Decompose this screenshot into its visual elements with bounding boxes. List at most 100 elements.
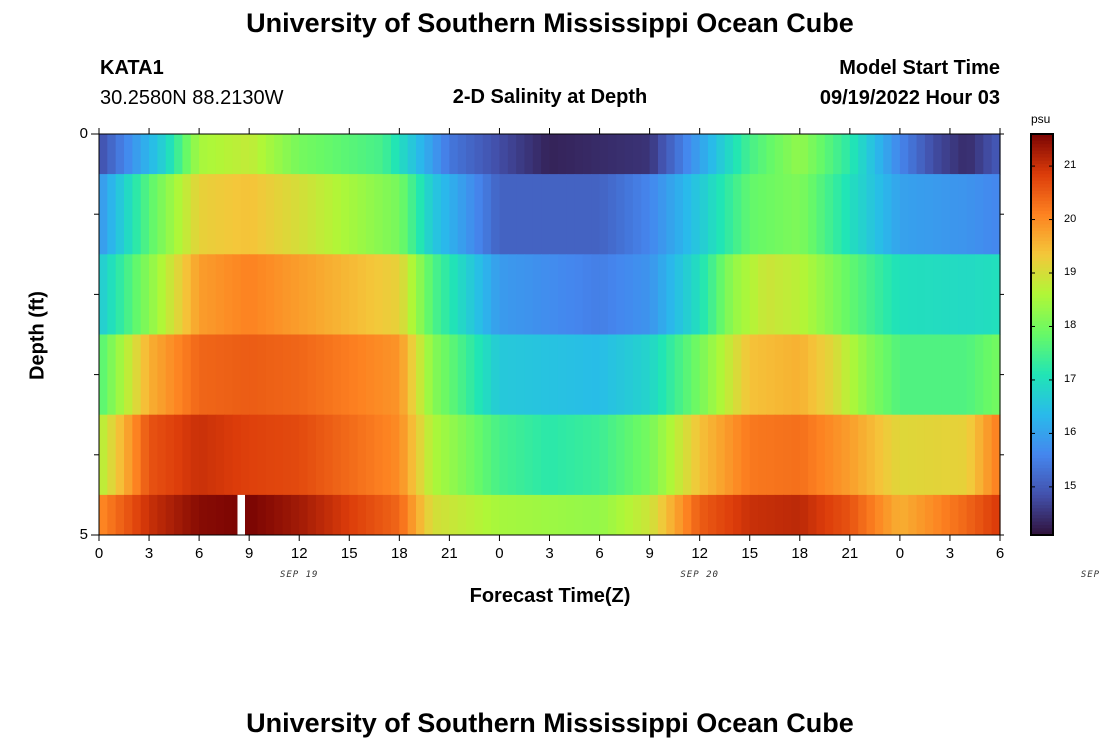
heatmap-cell <box>691 334 701 416</box>
y-axis-label: Depth (ft) <box>26 291 49 380</box>
heatmap-cell <box>641 334 651 416</box>
heatmap-cell <box>541 174 551 255</box>
heatmap-cell <box>416 334 425 416</box>
heatmap-cells <box>99 134 1001 536</box>
heatmap-cell <box>199 334 209 416</box>
colorbar-segment <box>1031 418 1053 422</box>
heatmap-cell <box>282 494 292 536</box>
x-tick-label: 6 <box>595 545 604 562</box>
colorbar-segment <box>1031 204 1053 209</box>
heatmap-cell <box>157 414 167 496</box>
heatmap-cell <box>332 174 342 255</box>
x-tick-label: 18 <box>791 545 809 562</box>
heatmap-cell <box>724 414 734 496</box>
heatmap-cell <box>99 414 108 496</box>
heatmap-cell <box>190 134 200 175</box>
heatmap-cell <box>382 494 392 536</box>
heatmap-cell <box>532 174 542 255</box>
heatmap-cell <box>149 174 158 255</box>
heatmap-cell <box>674 414 684 496</box>
heatmap-cell <box>232 414 242 496</box>
colorbar-segment <box>1031 291 1053 295</box>
heatmap-cell <box>941 494 951 536</box>
heatmap-cell <box>282 174 292 255</box>
heatmap-cell <box>140 254 150 335</box>
heatmap-cell <box>649 134 659 175</box>
heatmap-cell <box>591 174 601 255</box>
heatmap-cell <box>824 174 834 255</box>
heatmap-cell <box>749 494 759 536</box>
heatmap-cell <box>632 414 642 496</box>
heatmap-cell <box>416 494 425 536</box>
colorbar-segment <box>1031 471 1053 476</box>
heatmap-cell <box>591 334 601 416</box>
heatmap-cell <box>716 174 726 255</box>
heatmap-cell <box>349 414 359 496</box>
heatmap-cell <box>365 334 375 416</box>
heatmap-cell <box>257 134 267 175</box>
heatmap-cell <box>199 174 209 255</box>
heatmap-cell <box>624 334 634 416</box>
heatmap-cell <box>132 414 142 496</box>
heatmap-cell <box>224 254 234 335</box>
heatmap-cell <box>833 334 843 416</box>
colorbar-segment <box>1031 234 1053 239</box>
heatmap-cell <box>824 494 834 536</box>
heatmap-cell <box>207 414 217 496</box>
colorbar-segment <box>1031 377 1053 382</box>
heatmap-cell <box>574 494 584 536</box>
heatmap-cell <box>641 494 651 536</box>
heatmap-cell <box>290 174 300 255</box>
x-tick-label: 12 <box>290 545 308 562</box>
heatmap-cell <box>607 254 617 335</box>
colorbar-segment <box>1031 327 1053 332</box>
heatmap-cell <box>491 254 501 335</box>
heatmap-cell <box>140 334 150 416</box>
heatmap-cell <box>432 494 442 536</box>
heatmap-cell <box>908 174 918 255</box>
colorbar-segment <box>1031 478 1053 483</box>
heatmap-cell <box>674 174 684 255</box>
colorbar-segment <box>1031 240 1053 245</box>
heatmap-cell <box>199 134 209 175</box>
colorbar-segment <box>1031 304 1053 309</box>
heatmap-cell <box>215 494 225 536</box>
colorbar-segment <box>1031 431 1053 436</box>
heatmap-cell <box>783 334 793 416</box>
heatmap-cell <box>257 254 267 335</box>
station-coords: 30.2580N 88.2130W <box>100 87 284 109</box>
heatmap-cell <box>799 174 809 255</box>
heatmap-cell <box>307 334 317 416</box>
heatmap-cell <box>399 414 409 496</box>
heatmap-cell <box>991 254 1001 335</box>
colorbar-segment <box>1031 250 1053 255</box>
heatmap-cell <box>399 334 409 416</box>
colorbar-unit-label: psu <box>1031 112 1051 126</box>
colorbar-segment <box>1031 220 1053 225</box>
heatmap-cell <box>874 334 884 416</box>
heatmap-cell <box>733 334 742 416</box>
heatmap-cell <box>357 174 367 255</box>
heatmap-cell <box>449 174 459 255</box>
heatmap-cell <box>599 254 609 335</box>
heatmap-cell <box>891 494 901 536</box>
heatmap-cell <box>257 414 267 496</box>
heatmap-cell <box>399 174 409 255</box>
heatmap-cell <box>382 134 392 175</box>
heatmap-cell <box>441 494 450 536</box>
colorbar-segment <box>1031 137 1053 142</box>
heatmap-cell <box>716 134 726 175</box>
heatmap-cell <box>182 174 192 255</box>
heatmap-cell <box>607 134 617 175</box>
heatmap-cell <box>432 414 442 496</box>
heatmap-cell <box>724 334 734 416</box>
heatmap-cell <box>482 334 492 416</box>
heatmap-cell <box>416 174 425 255</box>
heatmap-cell <box>274 334 284 416</box>
heatmap-cell <box>841 134 851 175</box>
heatmap-cell <box>149 414 158 496</box>
heatmap-cell <box>165 494 175 536</box>
heatmap-cell <box>849 254 859 335</box>
heatmap-cell <box>758 494 767 536</box>
colorbar-segment <box>1031 351 1053 356</box>
